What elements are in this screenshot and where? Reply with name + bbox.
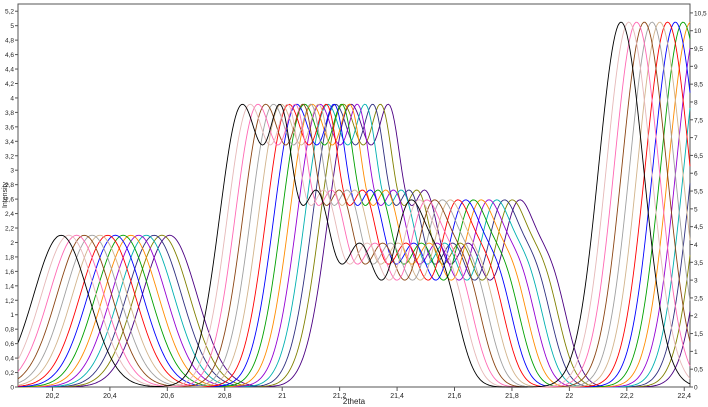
x-tick-label: 20,4: [103, 393, 117, 400]
series-line-2: [17, 21, 691, 388]
y-tick-label: 1: [10, 312, 14, 319]
x-tick-label: 20,2: [46, 393, 60, 400]
y-tick-label: 3,2: [5, 153, 14, 160]
y-tick-label: 2: [10, 240, 14, 247]
y2-tick-label: 10,5: [694, 10, 707, 17]
y-tick-label: 0: [10, 385, 14, 392]
series-layer: [17, 21, 691, 388]
x-tick-label: 21,6: [448, 393, 462, 400]
y-axis-label: Intensity: [2, 181, 9, 208]
x-axis: 20,2 20,4 20,6 20,8 21 21,2 21,4 21,6 21,8 22 22,2…: [46, 387, 691, 400]
x-tick-label: 21,2: [333, 393, 347, 400]
x-tick-label: 21,4: [390, 393, 404, 400]
y2-tick-label: 8: [694, 99, 698, 106]
y-tick-label: 4,8: [5, 38, 14, 45]
y2-tick-label: 4,5: [694, 224, 703, 231]
y2-tick-label: 6,5: [694, 153, 703, 160]
y2-tick-label: 10: [694, 28, 702, 35]
y2-tick-label: 0: [694, 385, 698, 392]
y-tick-label: 2,2: [5, 226, 14, 233]
y2-tick-label: 2,5: [694, 295, 703, 302]
x-tick-label: 21,8: [505, 393, 519, 400]
y-tick-label: 0,4: [5, 356, 14, 363]
y-axis-right: 0 0,5 1 1,5 2 2,5 3 3,5 4 4,5 5 5,5 6 6,5 7 7,5 8 8,5 9 9,5…: [690, 10, 707, 392]
y2-tick-label: 9,5: [694, 46, 703, 53]
y2-tick-label: 4: [694, 242, 698, 249]
y2-tick-label: 5,5: [694, 189, 703, 196]
y-tick-label: 3,8: [5, 110, 14, 117]
y2-tick-label: 1,5: [694, 331, 703, 338]
x-tick-label: 22,4: [677, 393, 691, 400]
y-tick-label: 0,8: [5, 327, 14, 334]
series-line-13: [18, 103, 691, 388]
x-axis-label: 2theta: [343, 397, 366, 406]
y-tick-label: 4: [10, 95, 14, 102]
y-tick-label: 4,2: [5, 81, 14, 88]
y-tick-label: 4,4: [5, 67, 14, 74]
y2-tick-label: 2: [694, 313, 698, 320]
series-line-5: [17, 21, 691, 388]
x-tick-label: 20,6: [161, 393, 175, 400]
y-tick-label: 0,6: [5, 341, 14, 348]
y2-tick-label: 1: [694, 349, 698, 356]
y-tick-label: 5,2: [5, 9, 14, 16]
y-tick-label: 2,6: [5, 197, 14, 204]
y-axis-left: 0 0,2 0,4 0,6 0,8 1 1,2 1,4 1,6 1,8 2 2,2 2,4 2,6 2,8 3…: [5, 9, 18, 392]
y-tick-label: 3,6: [5, 124, 14, 131]
y-tick-label: 1,8: [5, 254, 14, 261]
y-tick-label: 2,8: [5, 182, 14, 189]
y2-tick-label: 0,5: [694, 367, 703, 374]
y-tick-label: 3: [10, 168, 14, 175]
y2-tick-label: 5: [694, 206, 698, 213]
y-tick-label: 0,2: [5, 370, 14, 377]
y2-tick-label: 3,5: [694, 260, 703, 267]
y2-tick-label: 7,5: [694, 117, 703, 124]
x-tick-label: 22: [565, 393, 573, 400]
series-line-6: [17, 21, 691, 388]
series-line-1: [17, 21, 691, 388]
series-line-4: [17, 21, 691, 388]
y-tick-label: 2,4: [5, 211, 14, 218]
y2-tick-label: 3: [694, 278, 698, 285]
y-tick-label: 3,4: [5, 139, 14, 146]
y-tick-label: 1,4: [5, 283, 14, 290]
x-tick-label: 22,2: [620, 393, 634, 400]
y2-tick-label: 8,5: [694, 82, 703, 89]
x-tick-label: 20,8: [218, 393, 232, 400]
y-tick-label: 1,6: [5, 269, 14, 276]
y-tick-label: 4,6: [5, 52, 14, 59]
y2-tick-label: 6: [694, 171, 698, 178]
plot-frame: [17, 3, 691, 388]
y2-tick-label: 7: [694, 135, 698, 142]
x-tick-label: 21: [278, 393, 286, 400]
y2-tick-label: 9: [694, 64, 698, 71]
series-line-12: [18, 103, 691, 388]
y-tick-label: 1,2: [5, 298, 14, 305]
y-tick-label: 5: [10, 23, 14, 30]
